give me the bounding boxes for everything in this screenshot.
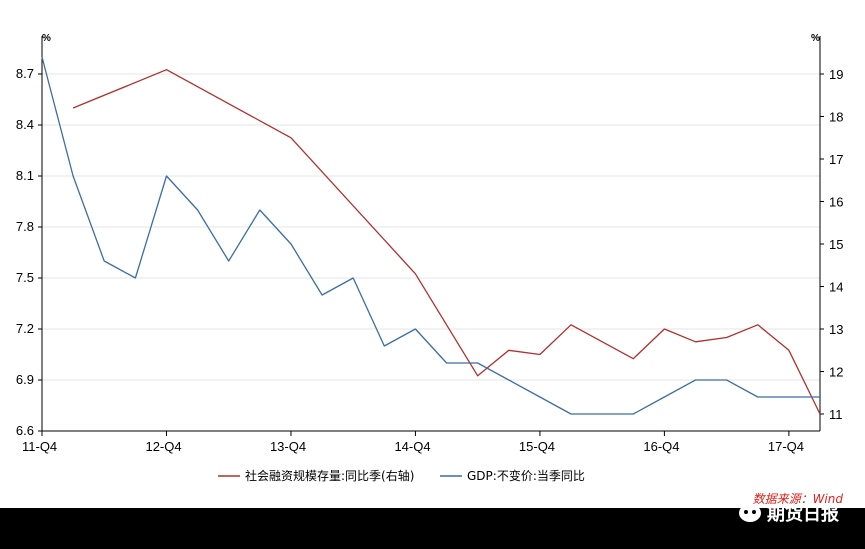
right-axis-unit: % — [811, 33, 820, 44]
x-tick-label: 17-Q4 — [768, 439, 804, 454]
right-tick-label: 18 — [829, 110, 843, 125]
right-tick-label: 11 — [829, 407, 843, 422]
left-tick-label: 6.6 — [16, 423, 34, 438]
x-tick-label: 15-Q4 — [519, 439, 555, 454]
left-tick-label: 7.5 — [16, 270, 34, 285]
series-line-social-financing — [72, 69, 821, 415]
source-label: 数据来源：Wind — [752, 492, 843, 506]
right-tick-label: 16 — [829, 195, 843, 210]
right-tick-label: 15 — [829, 237, 843, 252]
right-tick-label: 13 — [829, 322, 843, 337]
x-tick-label: 16-Q4 — [643, 439, 679, 454]
x-axis-ticks: 11-Q4 12-Q4 13-Q4 14-Q4 15-Q4 16-Q4 17-Q4 — [22, 431, 804, 454]
x-tick-label: 14-Q4 — [394, 439, 430, 454]
left-tick-label: 8.7 — [16, 66, 34, 81]
x-tick-label: 12-Q4 — [145, 439, 181, 454]
series-layer — [41, 56, 821, 415]
left-tick-label: 8.1 — [16, 168, 34, 183]
right-axis-ticks: 11 12 13 14 15 16 17 18 19 — [820, 67, 843, 422]
x-tick-label: 11-Q4 — [22, 439, 57, 454]
brand-name: 期货日报 — [767, 504, 839, 525]
right-tick-label: 19 — [829, 67, 843, 82]
legend-label-social-financing: 社会融资规模存量:同比季(右轴) — [245, 468, 414, 483]
footer-bar — [0, 508, 865, 549]
line-chart: 6.66.97.27.57.88.18.48.7 111213141516171… — [16, 33, 844, 483]
series-line-gdp — [41, 56, 820, 415]
axes — [41, 36, 821, 432]
right-tick-label: 14 — [829, 280, 843, 295]
right-tick-label: 12 — [829, 365, 843, 380]
left-tick-label: 6.9 — [16, 372, 34, 387]
left-axis-unit: % — [42, 33, 51, 44]
left-axis-ticks: 6.6 6.9 7.2 7.5 7.8 8.1 8.4 8.7 — [16, 66, 42, 438]
legend: 社会融资规模存量:同比季(右轴) GDP:不变价:当季同比 — [218, 468, 585, 483]
x-tick-label: 13-Q4 — [270, 439, 306, 454]
right-tick-label: 17 — [829, 152, 843, 167]
left-tick-label: 7.8 — [16, 219, 34, 234]
left-tick-label: 7.2 — [16, 321, 34, 336]
brand-logo: 期货日报 — [739, 500, 839, 526]
grid-lines — [42, 73, 820, 432]
legend-label-gdp: GDP:不变价:当季同比 — [467, 468, 585, 483]
wechat-icon — [739, 504, 761, 522]
left-tick-label: 8.4 — [16, 117, 34, 132]
